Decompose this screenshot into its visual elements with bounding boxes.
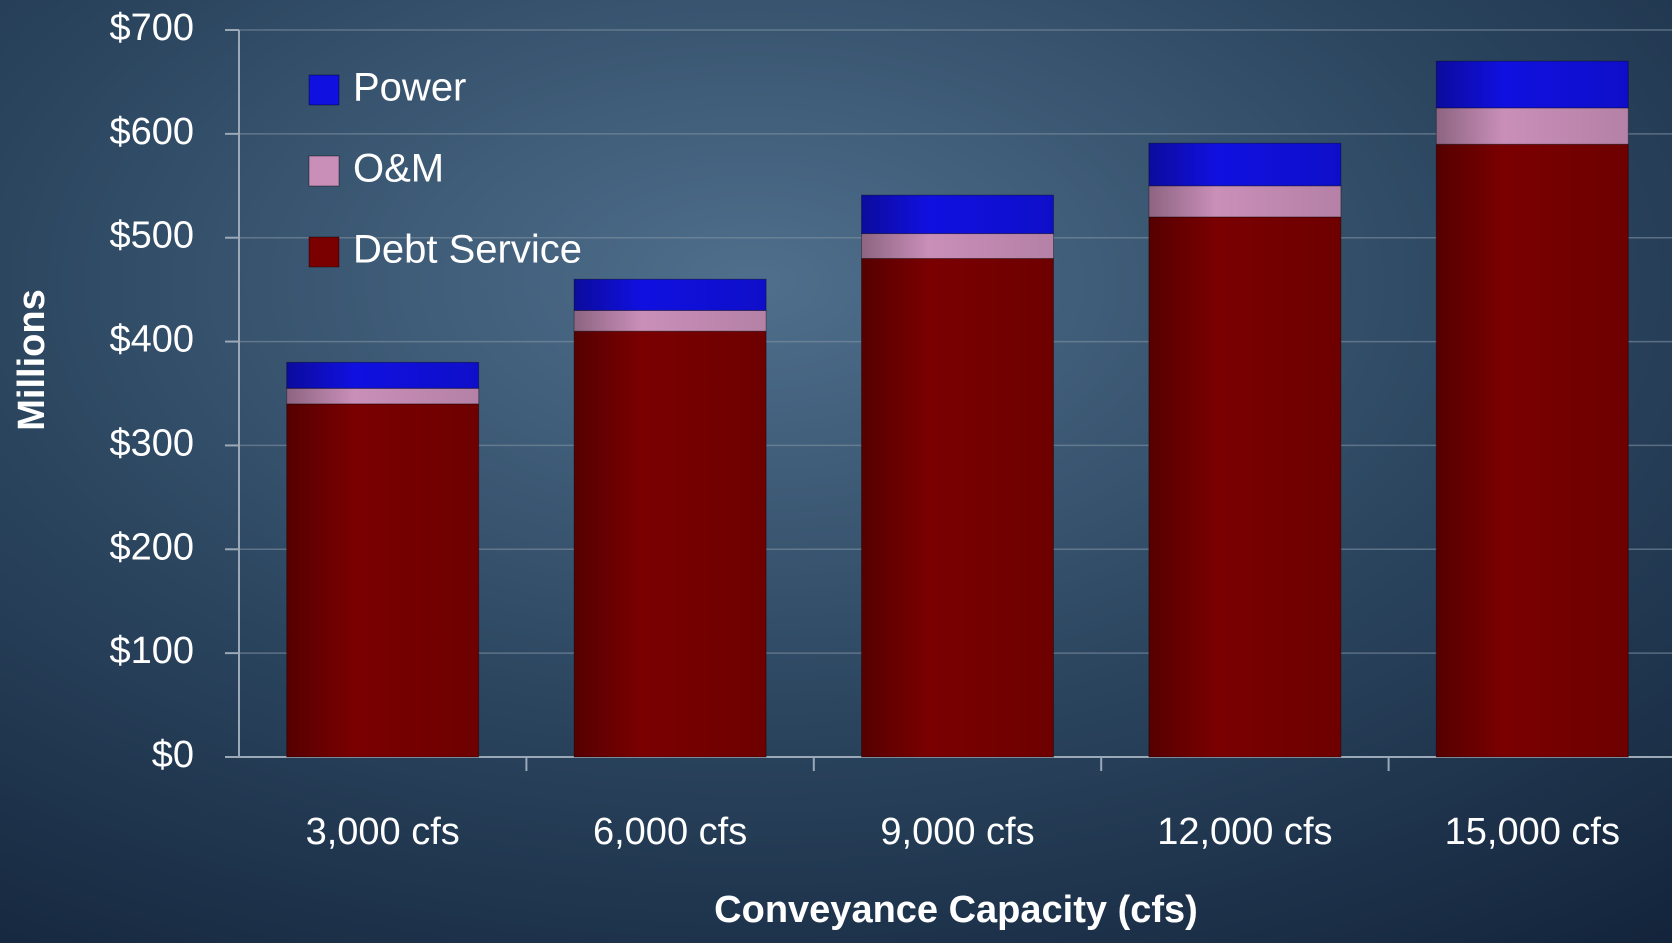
- y-tick-label: $600: [109, 111, 194, 153]
- y-tick-label: $400: [109, 319, 194, 361]
- y-tick-label: $300: [109, 422, 194, 464]
- x-tick-label: 12,000 cfs: [1157, 811, 1332, 853]
- bar-shade: [1436, 61, 1629, 108]
- bar-shade: [286, 388, 479, 404]
- bar-shade: [574, 331, 767, 757]
- y-axis-title: Millions: [11, 289, 53, 430]
- bar-shade: [574, 310, 767, 332]
- bar-shade: [574, 279, 767, 311]
- y-tick-label: $0: [152, 734, 194, 776]
- legend-label: O&M: [353, 147, 444, 191]
- x-tick-label: 6,000 cfs: [593, 811, 747, 853]
- y-tick-label: $100: [109, 630, 194, 672]
- y-tick-label: $500: [109, 215, 194, 257]
- x-axis-title: Conveyance Capacity (cfs): [714, 889, 1198, 931]
- legend-label: Power: [353, 66, 466, 110]
- x-tick-label: 15,000 cfs: [1445, 811, 1620, 853]
- y-tick-label: $200: [109, 526, 194, 568]
- bar-shade: [286, 362, 479, 389]
- bar-shade: [286, 403, 479, 757]
- bar-shade: [861, 258, 1054, 757]
- bar-shade: [1148, 143, 1341, 186]
- legend-swatch: [308, 74, 340, 106]
- legend-swatch: [308, 236, 340, 268]
- bar-shade: [1436, 107, 1629, 145]
- bar-shade: [1436, 144, 1629, 757]
- bar-shade: [1148, 185, 1341, 217]
- bar-shade: [1148, 216, 1341, 757]
- x-tick-label: 3,000 cfs: [306, 811, 460, 853]
- legend-swatch: [308, 155, 340, 187]
- bar-shade: [861, 195, 1054, 234]
- y-tick-label: $700: [109, 7, 194, 49]
- legend-label: Debt Service: [353, 228, 582, 272]
- x-tick-label: 9,000 cfs: [880, 811, 1034, 853]
- bar-shade: [861, 233, 1054, 259]
